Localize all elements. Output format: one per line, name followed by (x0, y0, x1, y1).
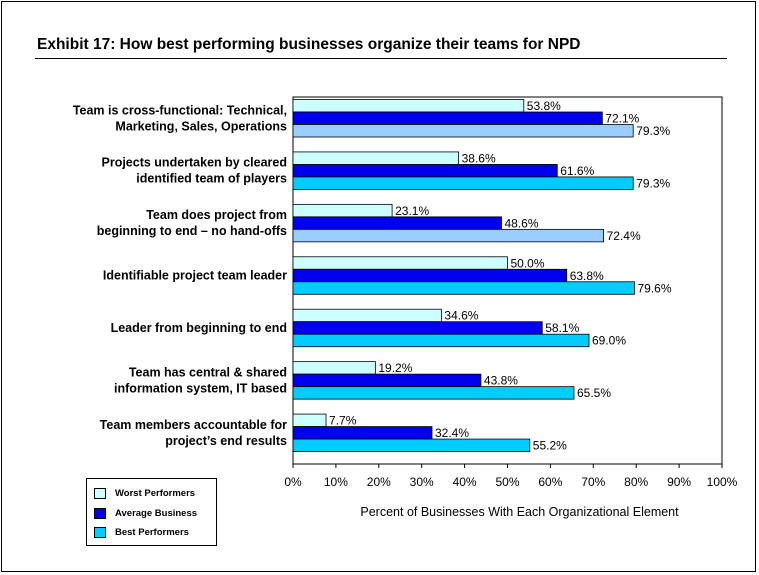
bar-average-2 (292, 216, 502, 230)
category-label-3-0: Identifiable project team leader (103, 269, 287, 283)
category-label-2-1: beginning to end – no hand-offs (97, 224, 287, 238)
bar-best-0 (292, 124, 634, 138)
value-label-average-6: 32.4% (435, 426, 469, 440)
value-label-worst-0: 53.8% (527, 99, 561, 113)
legend-swatch-worst (94, 487, 106, 499)
title-underline (35, 58, 727, 59)
value-label-worst-3: 50.0% (511, 256, 545, 270)
bar-best-2 (292, 228, 604, 243)
bar-best-3 (292, 281, 635, 295)
x-tick-label-3: 30% (410, 475, 434, 489)
bar-worst-5 (292, 361, 376, 375)
category-label-5-1: information system, IT based (114, 381, 287, 395)
chart-legend: Worst Performers Average Business Best P… (86, 478, 217, 546)
x-tick-label-5: 50% (495, 475, 519, 489)
x-tick-label-1: 10% (324, 475, 348, 489)
value-label-worst-4: 34.6% (444, 309, 478, 323)
category-label-1-0: Projects undertaken by cleared (102, 156, 288, 170)
chart-title: Exhibit 17: How best performing business… (37, 36, 581, 53)
bar-average-1 (292, 164, 558, 178)
x-tick-label-6: 60% (538, 475, 562, 489)
category-label-0-1: Marketing, Sales, Operations (115, 119, 287, 133)
x-tick-label-8: 80% (624, 475, 648, 489)
x-tick-label-9: 90% (667, 475, 691, 489)
category-label-2-0: Team does project from (146, 208, 287, 222)
x-tick-label-7: 70% (581, 475, 605, 489)
legend-label-average: Average Business (115, 507, 198, 519)
category-label-5-0: Team has central & shared (129, 365, 287, 379)
value-label-best-3: 79.6% (637, 281, 671, 295)
value-label-average-4: 58.1% (545, 321, 579, 335)
x-tick-label-10: 100% (707, 475, 738, 489)
value-label-best-0: 79.3% (636, 124, 670, 138)
x-axis-label: Percent of Businesses With Each Organiza… (360, 505, 679, 519)
bar-worst-1 (292, 151, 459, 165)
value-label-best-5: 65.5% (577, 386, 611, 400)
bar-average-4 (292, 321, 543, 335)
category-label-4-0: Leader from beginning to end (111, 321, 287, 335)
bar-worst-2 (292, 203, 393, 218)
bar-worst-6 (292, 413, 327, 427)
value-label-average-1: 61.6% (560, 164, 594, 178)
legend-label-best: Best Performers (115, 526, 189, 538)
value-label-worst-5: 19.2% (378, 361, 412, 375)
value-label-average-5: 43.8% (484, 374, 518, 388)
value-label-worst-2: 23.1% (395, 204, 429, 218)
bar-best-5 (292, 386, 575, 400)
value-label-best-6: 55.2% (533, 439, 567, 453)
value-label-worst-6: 7.7% (329, 414, 357, 428)
category-label-6-1: project’s end results (165, 434, 287, 448)
legend-swatch-best (94, 526, 106, 538)
bar-worst-4 (292, 308, 442, 323)
x-tick-label-0: 0% (284, 475, 302, 489)
value-label-worst-1: 38.6% (462, 151, 496, 165)
value-label-average-0: 72.1% (605, 112, 639, 126)
bar-worst-3 (292, 256, 508, 270)
bar-average-6 (292, 426, 433, 440)
value-label-best-2: 72.4% (607, 229, 641, 243)
value-label-best-4: 69.0% (592, 334, 626, 348)
legend-swatch-average (94, 507, 106, 519)
legend-item-best: Best Performers (94, 525, 189, 539)
category-label-1-1: identified team of players (136, 172, 287, 186)
category-label-6-0: Team members accountable for (100, 418, 287, 432)
x-tick-label-2: 20% (367, 475, 391, 489)
bar-best-4 (292, 333, 590, 348)
bar-average-5 (292, 373, 482, 388)
legend-item-average: Average Business (94, 506, 197, 520)
legend-item-worst: Worst Performers (94, 486, 195, 500)
x-tick-label-4: 40% (453, 475, 477, 489)
bar-best-6 (292, 438, 531, 452)
legend-label-worst: Worst Performers (115, 487, 196, 499)
value-label-average-3: 63.8% (570, 269, 604, 283)
bar-best-1 (292, 176, 634, 190)
bar-average-0 (292, 111, 603, 125)
value-label-average-2: 48.6% (504, 216, 538, 230)
bar-worst-0 (292, 99, 525, 113)
value-label-best-1: 79.3% (636, 176, 670, 190)
bar-average-3 (292, 268, 568, 283)
category-label-0-0: Team is cross-functional: Technical, (73, 103, 287, 117)
